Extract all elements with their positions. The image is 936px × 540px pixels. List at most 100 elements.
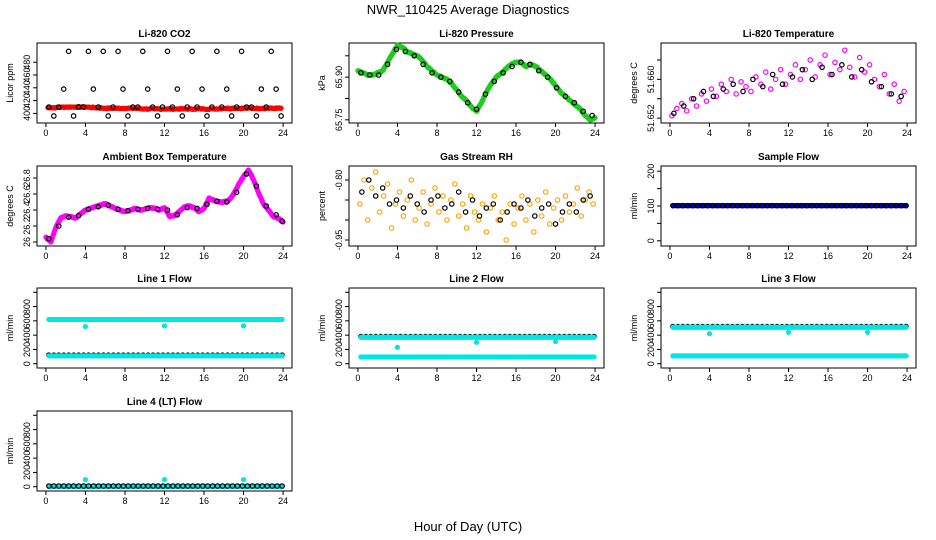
- data-point: [671, 110, 677, 117]
- data-point: [359, 189, 365, 195]
- data-point: [149, 104, 156, 110]
- data-point: [219, 104, 225, 110]
- data-point: [482, 91, 489, 98]
- data-point: [500, 70, 506, 76]
- data-point: [214, 198, 220, 205]
- data-point: [710, 93, 717, 100]
- data-point: [408, 177, 415, 183]
- data-point: [372, 193, 379, 199]
- data-point: [473, 339, 480, 345]
- x-tick-label: 24: [278, 251, 288, 261]
- data-point: [459, 201, 466, 207]
- x-tick-label: 4: [83, 496, 88, 506]
- data-point: [901, 88, 907, 95]
- series-rh-high-rate-: [357, 169, 596, 243]
- data-point: [394, 344, 401, 350]
- x-tick-label: 16: [823, 128, 833, 138]
- data-point: [46, 104, 52, 110]
- data-point: [738, 78, 744, 85]
- data-point: [760, 83, 766, 90]
- data-point: [558, 217, 565, 223]
- data-point: [194, 104, 200, 110]
- data-point: [718, 81, 725, 88]
- x-tick-label: 24: [902, 128, 912, 138]
- data-point: [846, 64, 853, 71]
- data-point: [868, 78, 875, 85]
- x-tick-label: 24: [278, 496, 288, 506]
- data-point: [582, 197, 588, 203]
- data-point: [878, 83, 885, 90]
- x-tick-label: 12: [783, 373, 793, 383]
- panel-title: Line 3 Flow: [761, 274, 816, 285]
- y-axis-label: ml/min: [5, 438, 15, 465]
- data-point: [545, 201, 552, 207]
- data-point: [65, 48, 72, 55]
- x-tick-label: 20: [239, 128, 249, 138]
- panel-title: Line 4 (LT) Flow: [127, 397, 203, 408]
- data-point: [888, 91, 895, 97]
- x-tick-label: 0: [355, 251, 360, 261]
- data-point: [573, 209, 580, 215]
- data-point: [552, 338, 559, 345]
- data-point: [358, 70, 364, 76]
- data-point: [412, 217, 419, 223]
- data-point: [420, 61, 426, 68]
- panel-title: Sample Flow: [758, 152, 819, 163]
- data-point: [253, 113, 260, 119]
- data-point: [903, 202, 909, 209]
- series-line-2-flow-upper-: [358, 334, 597, 350]
- data-point: [518, 205, 524, 211]
- x-tick-label: 12: [471, 373, 481, 383]
- data-point: [411, 52, 418, 59]
- data-point: [60, 86, 67, 92]
- data-point: [55, 223, 62, 229]
- data-point: [380, 193, 387, 199]
- data-point: [509, 63, 515, 70]
- data-point: [580, 108, 587, 115]
- y-tick-label: -0.80: [334, 170, 344, 191]
- x-tick-label: 4: [83, 128, 88, 138]
- data-point: [743, 83, 749, 90]
- data-point: [154, 113, 161, 119]
- x-tick-label: 16: [511, 128, 521, 138]
- data-point: [523, 217, 529, 223]
- series-ambient-averages-: [46, 171, 285, 242]
- data-point: [233, 104, 240, 110]
- data-point: [499, 209, 505, 215]
- data-point: [184, 104, 191, 110]
- data-point: [538, 213, 545, 219]
- data-point: [750, 76, 756, 83]
- data-point: [164, 48, 171, 55]
- data-point: [690, 95, 697, 102]
- x-tick-label: 20: [551, 251, 561, 261]
- data-point: [713, 93, 720, 100]
- x-tick-label: 4: [395, 251, 400, 261]
- x-tick-label: 0: [43, 128, 48, 138]
- data-point: [802, 66, 809, 73]
- data-point: [46, 236, 52, 242]
- y-tick-label: 0: [22, 361, 32, 366]
- x-tick-label: 0: [43, 496, 48, 506]
- x-tick-label: 24: [590, 251, 600, 261]
- data-point: [839, 62, 845, 68]
- x-tick-label: 20: [239, 496, 249, 506]
- y-tick-label: 440: [22, 80, 32, 95]
- data-point: [161, 476, 168, 483]
- data-point: [393, 46, 400, 53]
- x-tick-label: 12: [159, 496, 169, 506]
- data-point: [240, 323, 247, 329]
- data-point: [809, 76, 816, 83]
- data-point: [85, 48, 92, 55]
- x-tick-label: 4: [707, 251, 712, 261]
- x-tick-label: 12: [783, 251, 793, 261]
- data-point: [799, 66, 806, 73]
- x-tick-label: 8: [746, 128, 751, 138]
- data-point: [571, 99, 578, 106]
- x-tick-label: 24: [902, 373, 912, 383]
- data-point: [204, 113, 210, 119]
- data-point: [82, 323, 89, 330]
- data-point: [279, 218, 285, 225]
- data-point: [436, 209, 442, 215]
